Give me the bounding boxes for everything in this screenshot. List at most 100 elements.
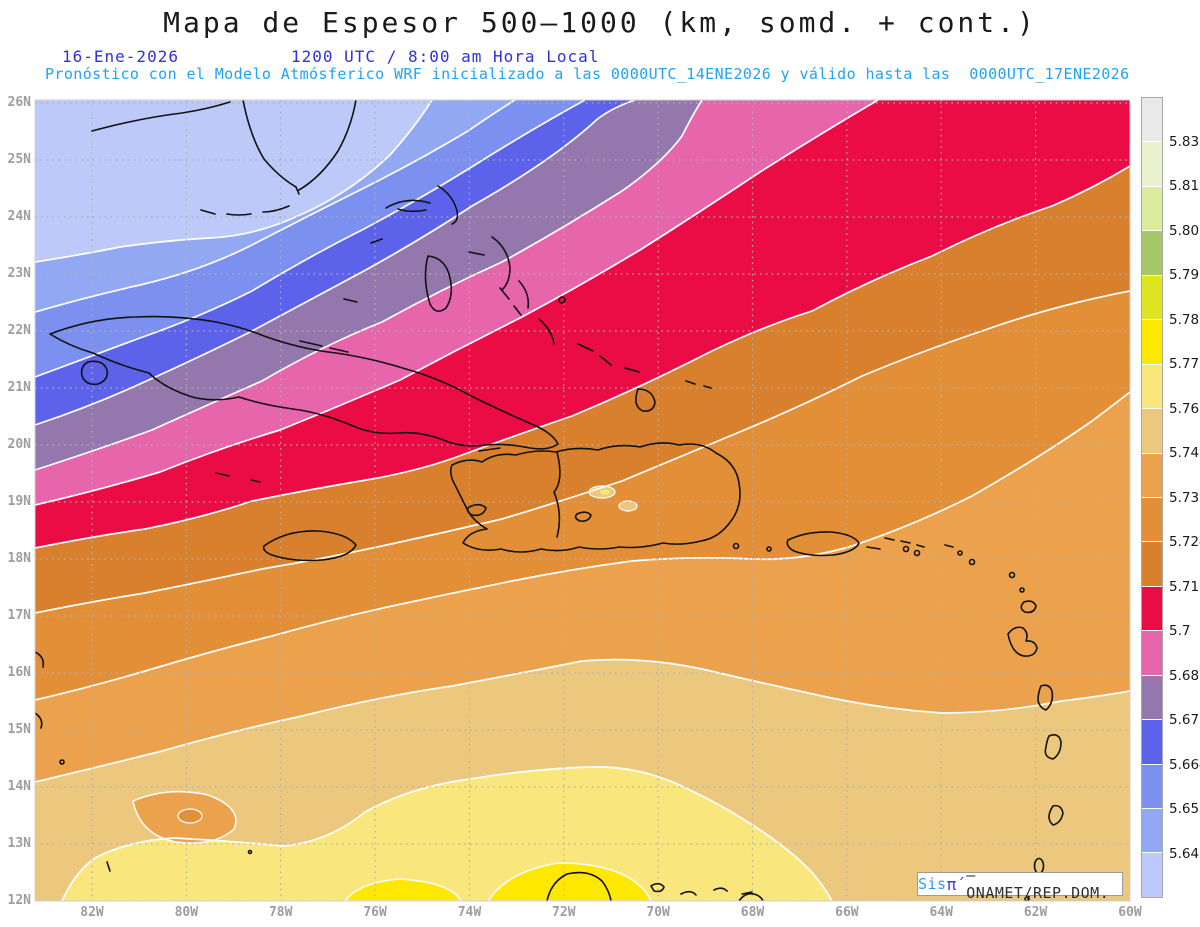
- border-haiti-dr: [553, 451, 561, 538]
- lat-axis-label: 26N: [7, 95, 31, 110]
- coast-bahamas: [635, 388, 656, 412]
- lat-axis-label: 16N: [7, 665, 31, 680]
- coast-florida: [242, 100, 300, 195]
- colorbar-tick-label: 5.724: [1169, 534, 1200, 550]
- coast-cuba-cays: [299, 340, 349, 353]
- colorbar-tick-label: 5.748: [1169, 445, 1200, 461]
- colorbar-tick-label: 5.712: [1169, 578, 1200, 595]
- lake-enriquillo: [574, 511, 592, 522]
- colorbar-segment: [1142, 720, 1162, 765]
- colorbar-segment: [1142, 631, 1162, 676]
- coast-cay-sal: [343, 298, 358, 303]
- coast-florida-keys: [200, 205, 290, 216]
- colorbar-segment: [1142, 98, 1162, 143]
- coast-cuba: [49, 315, 559, 450]
- coast-gonave: [466, 503, 487, 517]
- lat-axis-label: 18N: [7, 551, 31, 566]
- colorbar: [1141, 97, 1163, 898]
- lon-axis-label: 68W: [740, 905, 765, 920]
- coast-abc-islands: [713, 887, 728, 892]
- lon-axis-label: 64W: [929, 905, 953, 920]
- colorbar-segment: [1142, 320, 1162, 365]
- colorbar-tick-label: 5.795: [1169, 267, 1200, 283]
- lat-axis-label: 25N: [7, 152, 31, 167]
- lon-axis-label: 60W: [1118, 905, 1142, 920]
- lon-axis-label: 66W: [835, 905, 859, 920]
- coast-abc-islands: [741, 891, 753, 895]
- valid-time: 1200 UTC / 8:00 am Hora Local: [291, 47, 600, 66]
- coast-st-lucia: [1048, 804, 1064, 826]
- colorbar-segment: [1142, 186, 1162, 232]
- colorbar-segment: [1142, 275, 1162, 321]
- coast-abc-islands: [680, 890, 697, 896]
- valid-date: 16-Ene-2026: [62, 47, 179, 66]
- coast-guadeloupe: [1007, 626, 1038, 657]
- coast-saona: [732, 542, 740, 550]
- colorbar-segment: [1142, 586, 1162, 632]
- interior-patch: [618, 500, 638, 512]
- coast-bahamas: [538, 318, 555, 345]
- lat-axis-label: 21N: [7, 380, 31, 395]
- coast-caymans: [215, 472, 261, 483]
- coast-leeward-islands: [944, 544, 954, 548]
- band-yellow-patch: [487, 862, 652, 901]
- coast-bahamas: [370, 238, 383, 244]
- colorbar-tick-label: 5.772: [1169, 356, 1200, 372]
- colorbar-tick-label: 5.736: [1169, 489, 1200, 506]
- coast-vieques: [866, 546, 881, 550]
- coast-tortuga: [478, 447, 501, 452]
- coast-dominica: [1037, 684, 1054, 711]
- coast-turks: [685, 380, 712, 389]
- lat-axis-label: 12N: [7, 893, 31, 908]
- colorbar-tick-label: 5.688: [1169, 667, 1200, 684]
- coast-guajira: [546, 871, 612, 901]
- coast-bahamas: [624, 367, 640, 373]
- coast-virgin-islands: [902, 545, 910, 553]
- coast-bahamas: [385, 199, 431, 213]
- forecast-note: Pronóstico con el Modelo Atmósferico WRF…: [45, 65, 1130, 83]
- interior-patch: [600, 489, 610, 495]
- colorbar-segment: [1142, 142, 1162, 187]
- coast-antigua: [1020, 600, 1037, 614]
- coast-islet: [106, 861, 111, 872]
- band-yellow-patch: [344, 878, 462, 901]
- lat-axis-label: 20N: [7, 437, 31, 452]
- coast-abc-islands: [650, 882, 665, 893]
- colorbar-segment: [1142, 497, 1162, 543]
- coast-bahamas: [558, 296, 566, 304]
- colorbar-tick-label: 5.76: [1169, 400, 1200, 417]
- coast-isla-juventud: [80, 360, 109, 386]
- lat-axis-label: 14N: [7, 779, 31, 794]
- coast-bahamas: [577, 343, 612, 366]
- colorbar-segment: [1142, 409, 1162, 454]
- coast-florida: [298, 100, 357, 191]
- coast-leeward-islands: [968, 558, 976, 566]
- colorbar-segment: [1142, 364, 1162, 410]
- coast-mona: [766, 546, 772, 552]
- band-blue-lightest: [35, 100, 432, 262]
- colorbar-tick-label: 5.64: [1169, 845, 1200, 862]
- colorbar-tick-label: 5.807: [1169, 222, 1200, 239]
- colorbar-segment: [1142, 809, 1162, 854]
- latitude-axis: 26N 25N 24N 23N 22N 21N 20N 19N 18N 17N 16N 15N 14N 1…: [0, 0, 31, 927]
- lon-axis-label: 80W: [174, 905, 199, 920]
- coast-bahamas: [424, 255, 453, 312]
- lon-axis-label: 62W: [1023, 905, 1048, 920]
- colorbar-segment: [1142, 231, 1162, 276]
- coast-bahamas: [518, 280, 530, 309]
- lon-axis-label: 76W: [363, 905, 387, 920]
- coast-bahamas: [491, 236, 511, 291]
- coast-puerto-rico: [786, 531, 860, 557]
- lon-axis-label: 72W: [552, 905, 576, 920]
- coast-hispaniola: [449, 442, 741, 553]
- credit-pi-logo: π́: [946, 874, 957, 894]
- colorbar-tick-label: 5.783: [1169, 311, 1200, 328]
- lat-axis-label: 22N: [7, 323, 31, 338]
- lat-axis-label: 17N: [7, 608, 31, 623]
- lat-axis-label: 13N: [7, 836, 31, 851]
- lat-axis-label: 19N: [7, 494, 31, 509]
- coast-martinique: [1044, 734, 1062, 760]
- colorbar-labels: 5.831 5.819 5.807 5.795 5.783 5.772 5.76 5.748 5…: [1169, 97, 1200, 898]
